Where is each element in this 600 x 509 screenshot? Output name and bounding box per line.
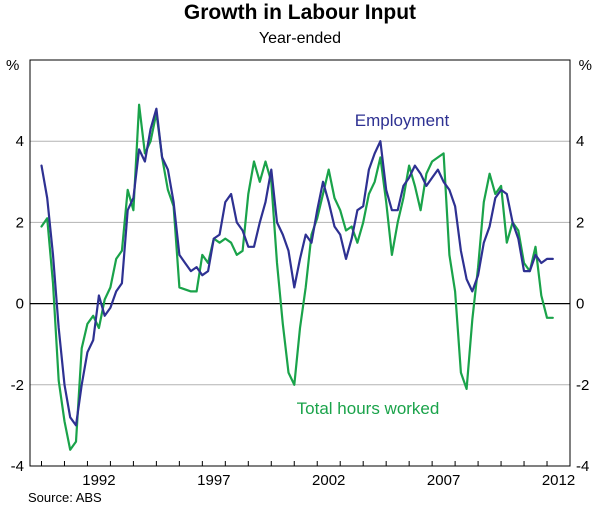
x-tick-label: 2012: [542, 472, 575, 489]
y-tick-label-left: 2: [16, 214, 24, 231]
employment-line: [40, 107, 554, 427]
x-tick-label: 2007: [427, 472, 460, 489]
gridlines: [30, 140, 570, 467]
axes: [29, 59, 571, 467]
y-tick-label-left: -2: [11, 377, 24, 394]
left-axis-unit: %: [6, 57, 20, 74]
chart-title: Growth in Labour Input: [183, 1, 417, 24]
y-tick-label-right: 0: [576, 296, 584, 313]
total-hours-worked-line: [40, 103, 554, 451]
series-layer: [40, 103, 554, 451]
right-axis-unit: %: [578, 57, 592, 74]
y-tick-label-left: 4: [16, 133, 24, 150]
y-tick-label-right: 4: [576, 133, 584, 150]
labels-layer: -4 -4 -2 -2 0 0 2 2 4 4 1992 1997 2002 2007 2012 Employ…: [11, 111, 590, 489]
source-note: Source: ABS: [28, 490, 102, 505]
total-hours-worked-label: Total hours worked: [297, 399, 440, 418]
employment-label: Employment: [355, 111, 450, 130]
y-tick-label-right: -2: [576, 377, 589, 394]
y-tick-label-right: -4: [576, 458, 589, 475]
chart-subtitle: Year-ended: [258, 30, 342, 47]
y-tick-label-right: 2: [576, 214, 584, 231]
x-tick-label: 2002: [312, 472, 345, 489]
x-tick-label: 1997: [197, 472, 230, 489]
x-tick-label: 1992: [82, 472, 115, 489]
y-tick-label-left: -4: [11, 458, 24, 475]
y-tick-label-left: 0: [16, 296, 24, 313]
plot-frame: [29, 59, 571, 467]
